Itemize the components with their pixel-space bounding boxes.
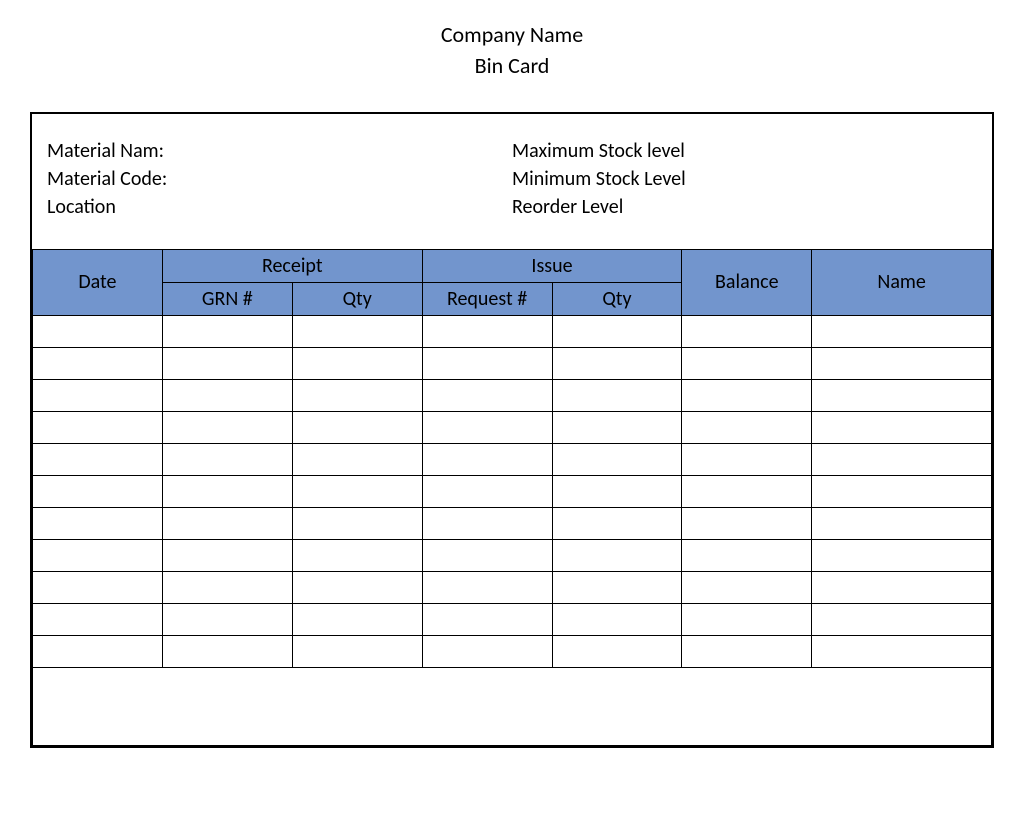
header-row-1: Date Receipt Issue Balance Name — [33, 249, 992, 282]
info-section: Material Nam: Material Code: Location Ma… — [32, 114, 992, 249]
table-row — [33, 507, 992, 539]
bin-card-frame: Material Nam: Material Code: Location Ma… — [30, 112, 994, 748]
footer-row — [33, 667, 992, 745]
location-label: Location — [47, 195, 512, 219]
material-name-label: Material Nam: — [47, 139, 512, 163]
info-left-column: Material Nam: Material Code: Location — [47, 139, 512, 219]
bin-table: Date Receipt Issue Balance Name GRN # Qt… — [32, 249, 992, 746]
reorder-label: Reorder Level — [512, 195, 977, 219]
col-balance: Balance — [682, 249, 812, 315]
col-receipt: Receipt — [162, 249, 422, 282]
col-date: Date — [33, 249, 163, 315]
table-row — [33, 475, 992, 507]
info-right-column: Maximum Stock level Minimum Stock Level … — [512, 139, 977, 219]
col-issue: Issue — [422, 249, 682, 282]
col-receipt-qty: Qty — [292, 282, 422, 315]
min-stock-label: Minimum Stock Level — [512, 167, 977, 191]
material-code-label: Material Code: — [47, 167, 512, 191]
col-grn: GRN # — [162, 282, 292, 315]
table-body — [33, 315, 992, 745]
col-request: Request # — [422, 282, 552, 315]
title-block: Company Name Bin Card — [30, 20, 994, 82]
col-issue-qty: Qty — [552, 282, 682, 315]
table-row — [33, 411, 992, 443]
company-name: Company Name — [30, 20, 994, 51]
table-row — [33, 347, 992, 379]
table-row — [33, 315, 992, 347]
table-row — [33, 443, 992, 475]
table-row — [33, 571, 992, 603]
doc-title: Bin Card — [30, 51, 994, 82]
max-stock-label: Maximum Stock level — [512, 139, 977, 163]
table-row — [33, 379, 992, 411]
table-row — [33, 635, 992, 667]
col-name: Name — [812, 249, 992, 315]
table-row — [33, 539, 992, 571]
table-row — [33, 603, 992, 635]
